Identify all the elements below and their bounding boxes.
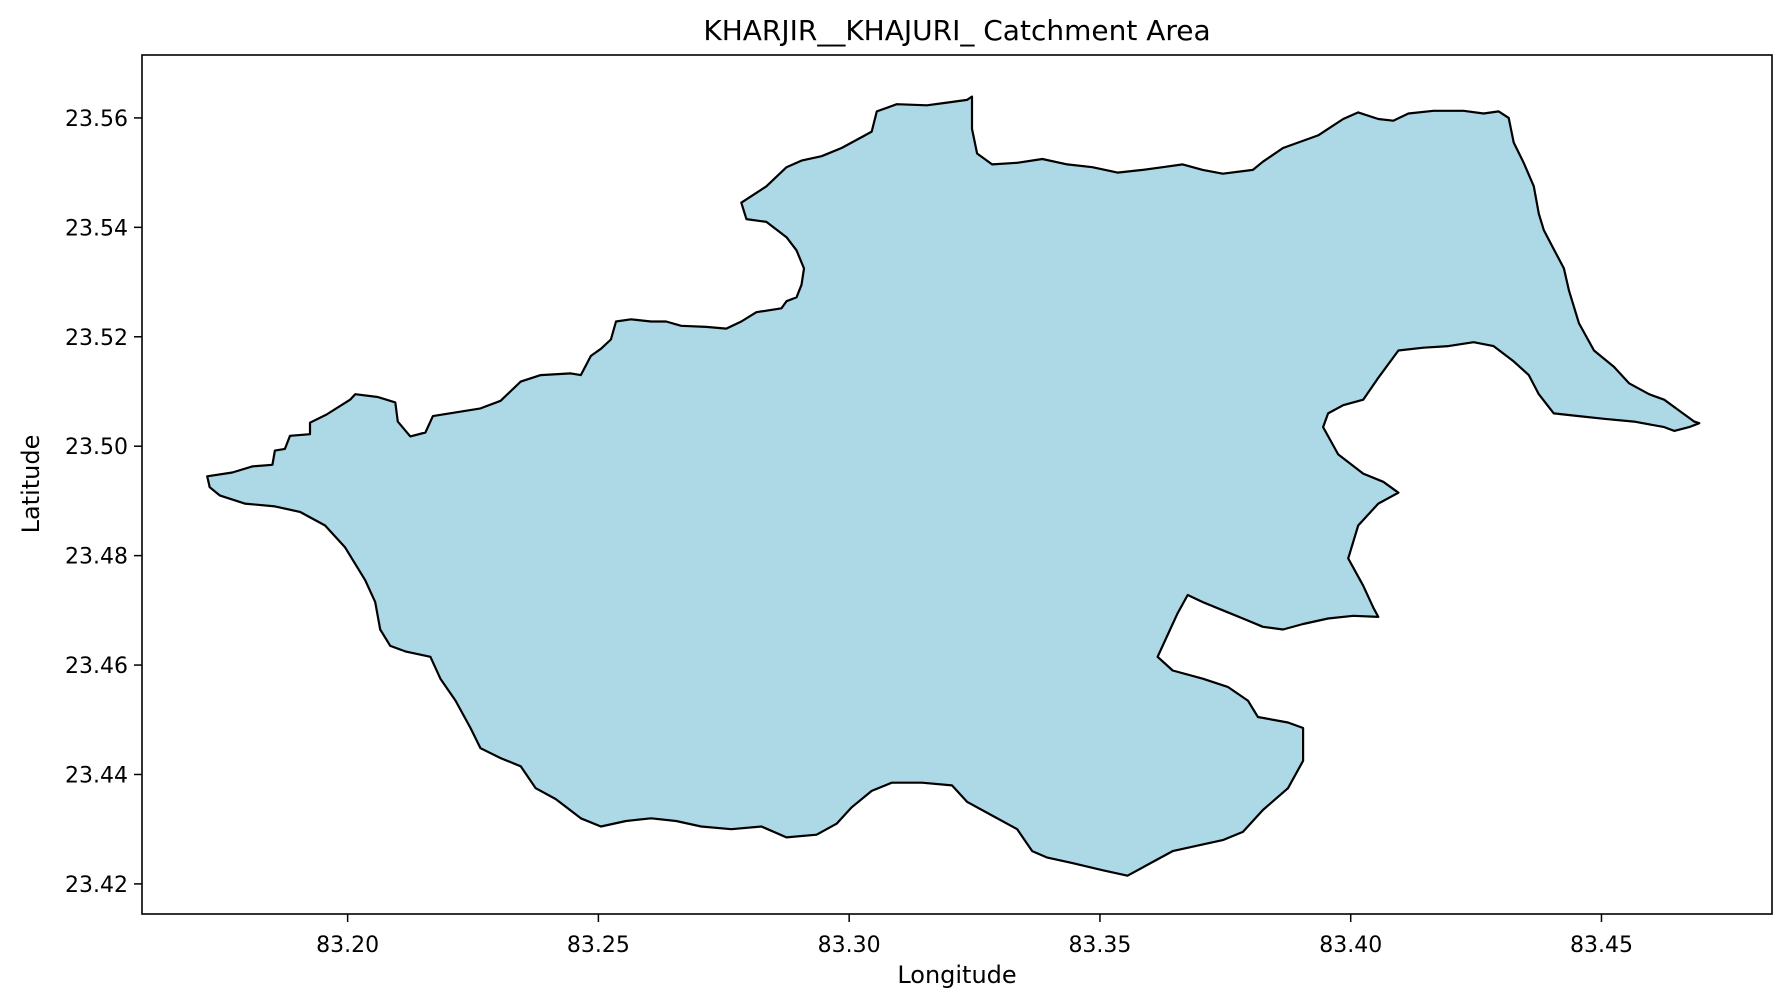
y-tick-label: 23.56 [65,107,128,132]
y-tick-label: 23.54 [65,216,128,241]
y-tick-label: 23.46 [65,654,128,679]
catchment-polygon [206,95,1701,877]
x-tick-label: 83.40 [1319,933,1382,958]
x-tick-label: 83.20 [316,933,379,958]
chart-title: KHARJIR__KHAJURI_ Catchment Area [703,14,1210,47]
y-tick-label: 23.50 [65,435,128,460]
x-tick-label: 83.35 [1068,933,1131,958]
y-tick-label: 23.44 [65,763,128,788]
y-axis-ticks: 23.42 23.44 23.46 23.48 23.50 23.52 23.54 23.56 [65,107,142,898]
y-tick-label: 23.42 [65,873,128,898]
axes-frame [141,54,1773,915]
x-tick-label: 83.30 [818,933,881,958]
y-tick-label: 23.52 [65,326,128,351]
plot-area [206,95,1701,877]
y-tick-label: 23.48 [65,545,128,570]
x-tick-label: 83.45 [1570,933,1633,958]
x-axis-label: Longitude [897,961,1016,989]
y-axis-label: Latitude [17,435,45,534]
x-axis-ticks: 83.20 83.25 83.30 83.35 83.40 83.45 [316,914,1633,958]
x-tick-label: 83.25 [567,933,630,958]
